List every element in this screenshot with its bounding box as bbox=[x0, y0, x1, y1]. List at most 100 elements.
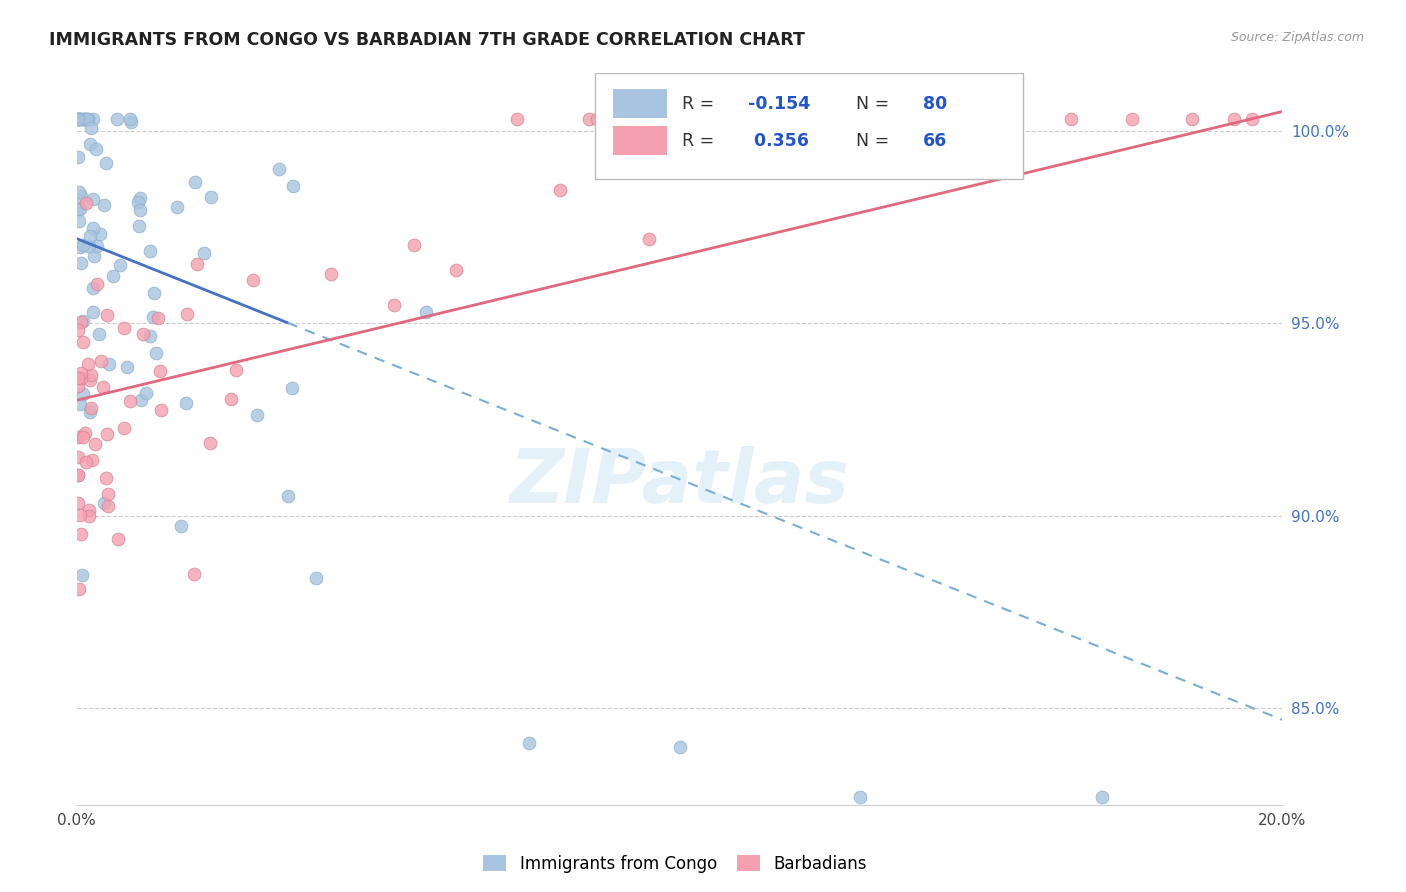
Point bbox=[415, 305, 437, 319]
Text: IMMIGRANTS FROM CONGO VS BARBADIAN 7TH GRADE CORRELATION CHART: IMMIGRANTS FROM CONGO VS BARBADIAN 7TH G… bbox=[49, 31, 806, 49]
Point bbox=[69, 112, 91, 127]
Legend: Immigrants from Congo, Barbadians: Immigrants from Congo, Barbadians bbox=[477, 848, 873, 880]
Text: ZIPatlas: ZIPatlas bbox=[509, 446, 849, 519]
Point bbox=[141, 310, 163, 324]
Point bbox=[505, 112, 527, 127]
Point bbox=[638, 231, 661, 245]
Point bbox=[67, 371, 90, 385]
Text: N =: N = bbox=[845, 131, 894, 150]
Point bbox=[127, 194, 149, 209]
Point bbox=[668, 740, 690, 755]
Point bbox=[117, 360, 139, 375]
Point bbox=[246, 409, 269, 423]
Point bbox=[96, 308, 118, 322]
Point bbox=[79, 373, 101, 387]
Point bbox=[166, 200, 188, 214]
Point bbox=[131, 327, 153, 342]
Point bbox=[67, 150, 90, 164]
Point bbox=[79, 228, 101, 243]
Text: R =: R = bbox=[682, 131, 720, 150]
Point bbox=[67, 112, 90, 127]
Point bbox=[849, 789, 872, 804]
Point bbox=[84, 142, 107, 156]
Point bbox=[93, 197, 115, 211]
Point bbox=[72, 387, 94, 401]
Point bbox=[1241, 112, 1264, 127]
Point bbox=[67, 582, 90, 596]
Text: N =: N = bbox=[845, 95, 894, 113]
Point bbox=[67, 468, 90, 483]
Point bbox=[135, 385, 157, 400]
Point bbox=[72, 335, 94, 350]
Point bbox=[72, 429, 94, 443]
Point bbox=[170, 519, 193, 533]
Point bbox=[280, 381, 302, 395]
Point bbox=[79, 405, 101, 419]
Point bbox=[145, 346, 167, 360]
Point bbox=[72, 112, 94, 127]
Point bbox=[267, 161, 290, 176]
Point bbox=[97, 487, 120, 501]
Point bbox=[101, 268, 124, 283]
Point bbox=[128, 219, 150, 233]
Point bbox=[129, 191, 152, 205]
Point bbox=[789, 112, 811, 127]
Point bbox=[120, 115, 142, 129]
Point bbox=[67, 430, 90, 444]
Point bbox=[120, 112, 142, 127]
Point bbox=[73, 112, 96, 127]
Point bbox=[77, 502, 100, 516]
Point bbox=[183, 566, 205, 581]
Text: Source: ZipAtlas.com: Source: ZipAtlas.com bbox=[1230, 31, 1364, 45]
Point bbox=[70, 371, 93, 385]
Point bbox=[112, 321, 135, 335]
Point bbox=[184, 175, 207, 189]
Point bbox=[382, 298, 405, 312]
Point bbox=[82, 281, 104, 295]
Point bbox=[76, 112, 98, 127]
Text: 66: 66 bbox=[924, 131, 948, 150]
Point bbox=[77, 239, 100, 253]
Point bbox=[77, 357, 100, 371]
Text: 0.356: 0.356 bbox=[748, 131, 808, 150]
Point bbox=[402, 237, 425, 252]
Point bbox=[75, 455, 97, 469]
Point bbox=[72, 314, 94, 328]
Point bbox=[69, 397, 91, 411]
Point bbox=[82, 112, 104, 127]
Point bbox=[67, 213, 90, 227]
Point bbox=[129, 392, 152, 407]
Text: 80: 80 bbox=[924, 95, 948, 113]
Point bbox=[69, 256, 91, 270]
Point bbox=[69, 112, 91, 127]
Point bbox=[550, 183, 572, 197]
Point bbox=[86, 277, 108, 291]
Point bbox=[225, 363, 247, 377]
Point bbox=[67, 202, 90, 216]
Point bbox=[77, 508, 100, 523]
Point bbox=[321, 267, 343, 281]
Point bbox=[67, 112, 90, 127]
Point bbox=[75, 196, 97, 211]
Point bbox=[67, 112, 90, 127]
Point bbox=[97, 357, 120, 371]
Point bbox=[149, 364, 172, 378]
Point bbox=[83, 248, 105, 262]
Point bbox=[89, 227, 111, 241]
Point bbox=[91, 380, 114, 394]
Point bbox=[72, 238, 94, 252]
Point bbox=[70, 366, 93, 380]
Point bbox=[82, 305, 104, 319]
Point bbox=[80, 368, 103, 382]
Point bbox=[96, 427, 118, 442]
Point bbox=[174, 396, 197, 410]
Point bbox=[67, 496, 90, 510]
Point bbox=[96, 471, 118, 485]
Point bbox=[108, 258, 131, 272]
Point bbox=[70, 189, 93, 203]
Point bbox=[67, 186, 90, 200]
Point bbox=[120, 393, 142, 408]
Point bbox=[198, 435, 221, 450]
Point bbox=[76, 112, 98, 127]
Text: R =: R = bbox=[682, 95, 720, 113]
